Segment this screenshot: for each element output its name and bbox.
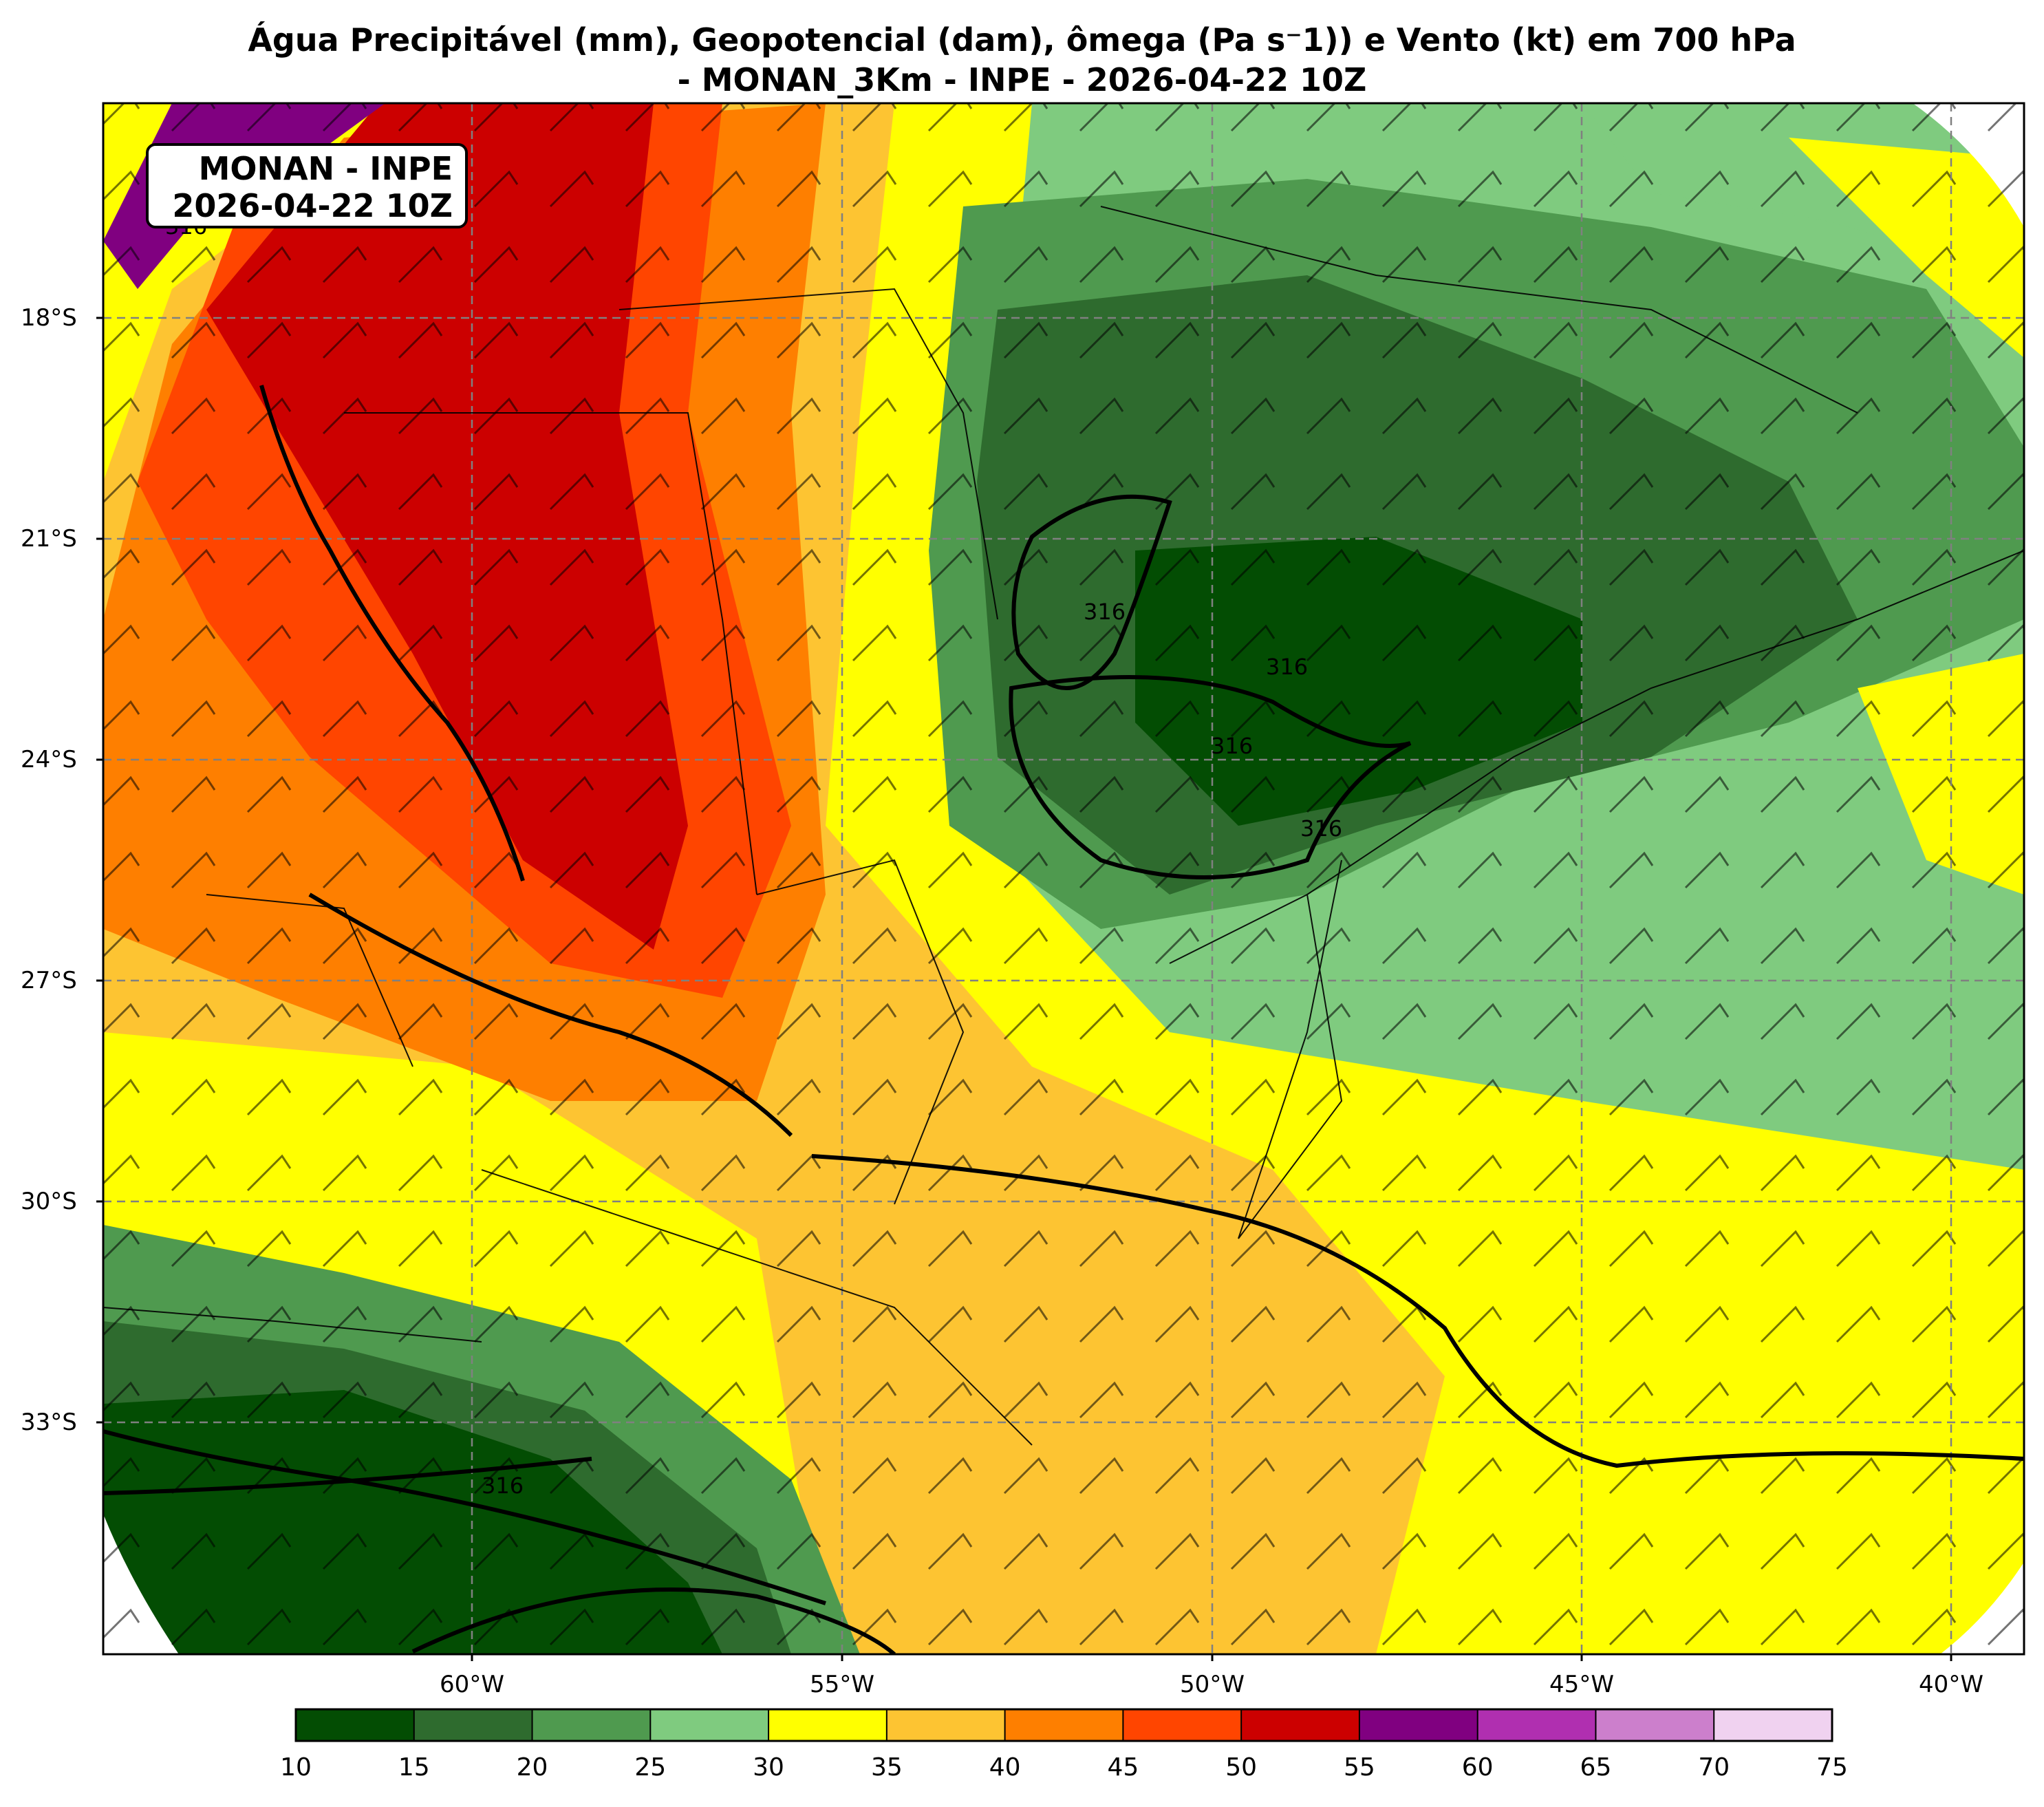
colorbar-tick-label: 15 — [398, 1753, 430, 1782]
colorbar-segment — [1595, 1709, 1715, 1742]
lat-tick-label: 21°S — [21, 525, 77, 553]
model-name: MONAN - INPE — [198, 150, 453, 187]
colorbar-segment — [1004, 1709, 1124, 1742]
lon-tick-label: 50°W — [1180, 1671, 1245, 1698]
lat-tick-label: 33°S — [21, 1409, 77, 1436]
colorbar-tick-label: 10 — [280, 1753, 312, 1782]
contour-label: 316 — [1300, 815, 1342, 842]
colorbar-tick-label: 35 — [870, 1753, 903, 1782]
lon-tick-label: 40°W — [1919, 1671, 1983, 1698]
colorbar-segment — [413, 1709, 534, 1742]
colorbar-segment — [1713, 1709, 1833, 1742]
map-frame — [102, 102, 2025, 1656]
contour-label: 316 — [1084, 599, 1126, 625]
model-run-box: MONAN - INPE 2026-04-22 10Z — [146, 143, 468, 228]
colorbar-segment — [768, 1709, 888, 1742]
contour-label: 316 — [1211, 733, 1253, 759]
lon-tick-label: 45°W — [1549, 1671, 1614, 1698]
lat-tick-label: 30°S — [21, 1188, 77, 1215]
colorbar-segment — [1358, 1709, 1479, 1742]
chart-title-line1: Água Precipitável (mm), Geopotencial (da… — [248, 21, 1796, 58]
colorbar-segment — [295, 1709, 416, 1742]
colorbar-tick-label: 20 — [516, 1753, 548, 1782]
colorbar-tick-label: 40 — [989, 1753, 1021, 1782]
colorbar-tick-label: 50 — [1225, 1753, 1258, 1782]
colorbar-tick-label: 25 — [634, 1753, 667, 1782]
contour-label: 316 — [482, 1473, 524, 1499]
lon-tick-label: 55°W — [810, 1671, 874, 1698]
colorbar — [295, 1709, 1833, 1742]
colorbar-tick-label: 75 — [1816, 1753, 1848, 1782]
colorbar-tick-label: 45 — [1107, 1753, 1139, 1782]
colorbar-tick-label: 30 — [753, 1753, 784, 1782]
lon-tick-label: 60°W — [440, 1671, 504, 1698]
colorbar-segment — [531, 1709, 652, 1742]
colorbar-tick-label: 70 — [1698, 1753, 1730, 1782]
contour-label: 316 — [1266, 654, 1308, 680]
colorbar-frame — [294, 1708, 1833, 1742]
model-run-time: 2026-04-22 10Z — [172, 187, 453, 224]
colorbar-segment — [1122, 1709, 1242, 1742]
colorbar-tick-label: 60 — [1461, 1753, 1494, 1782]
lat-tick-label: 24°S — [21, 746, 77, 773]
colorbar-segment — [649, 1709, 770, 1742]
colorbar-tick-label: 55 — [1344, 1753, 1375, 1782]
colorbar-tick-label: 65 — [1580, 1753, 1612, 1782]
precipitable-water-field — [103, 103, 2024, 1654]
colorbar-segment — [1240, 1709, 1361, 1742]
colorbar-segment — [1476, 1709, 1597, 1742]
chart-title-line2: - MONAN_3Km - INPE - 2026-04-22 10Z — [677, 61, 1367, 98]
lat-tick-label: 27°S — [21, 967, 77, 994]
colorbar-segment — [885, 1709, 1007, 1742]
lat-tick-label: 18°S — [21, 304, 77, 332]
axis-ticks — [96, 317, 1952, 1661]
